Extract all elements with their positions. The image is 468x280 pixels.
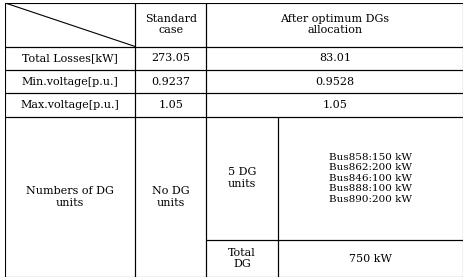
Bar <box>135 3 206 46</box>
Bar <box>5 46 135 70</box>
Bar <box>135 93 206 117</box>
Bar <box>206 240 278 277</box>
Text: 273.05: 273.05 <box>152 53 190 63</box>
Text: Max.voltage[p.u.]: Max.voltage[p.u.] <box>21 100 119 110</box>
Bar <box>206 117 278 240</box>
Text: Total
DG: Total DG <box>228 248 256 269</box>
Text: No DG
units: No DG units <box>152 186 190 208</box>
Bar <box>135 46 206 70</box>
Bar <box>278 240 463 277</box>
Bar <box>206 46 463 70</box>
Text: 750 kW: 750 kW <box>349 254 392 263</box>
Bar <box>5 117 135 277</box>
Text: Bus858:150 kW
Bus862:200 kW
Bus846:100 kW
Bus888:100 kW
Bus890:200 kW: Bus858:150 kW Bus862:200 kW Bus846:100 k… <box>329 153 412 204</box>
Bar <box>206 70 463 93</box>
Text: Standard
case: Standard case <box>145 14 197 36</box>
Text: 1.05: 1.05 <box>159 100 183 110</box>
Bar <box>278 117 463 240</box>
Text: 83.01: 83.01 <box>319 53 351 63</box>
Bar <box>5 93 135 117</box>
Text: Numbers of DG
units: Numbers of DG units <box>26 186 114 208</box>
Text: 0.9528: 0.9528 <box>315 77 354 87</box>
Text: 1.05: 1.05 <box>322 100 347 110</box>
Bar <box>135 117 206 277</box>
Text: 5 DG
units: 5 DG units <box>228 167 256 189</box>
Text: Min.voltage[p.u.]: Min.voltage[p.u.] <box>22 77 118 87</box>
Text: After optimum DGs
allocation: After optimum DGs allocation <box>280 14 389 36</box>
Bar <box>135 70 206 93</box>
Bar <box>206 93 463 117</box>
Bar <box>5 70 135 93</box>
Text: 0.9237: 0.9237 <box>152 77 190 87</box>
Bar <box>206 3 463 46</box>
Bar <box>5 3 135 46</box>
Text: Total Losses[kW]: Total Losses[kW] <box>22 53 118 63</box>
